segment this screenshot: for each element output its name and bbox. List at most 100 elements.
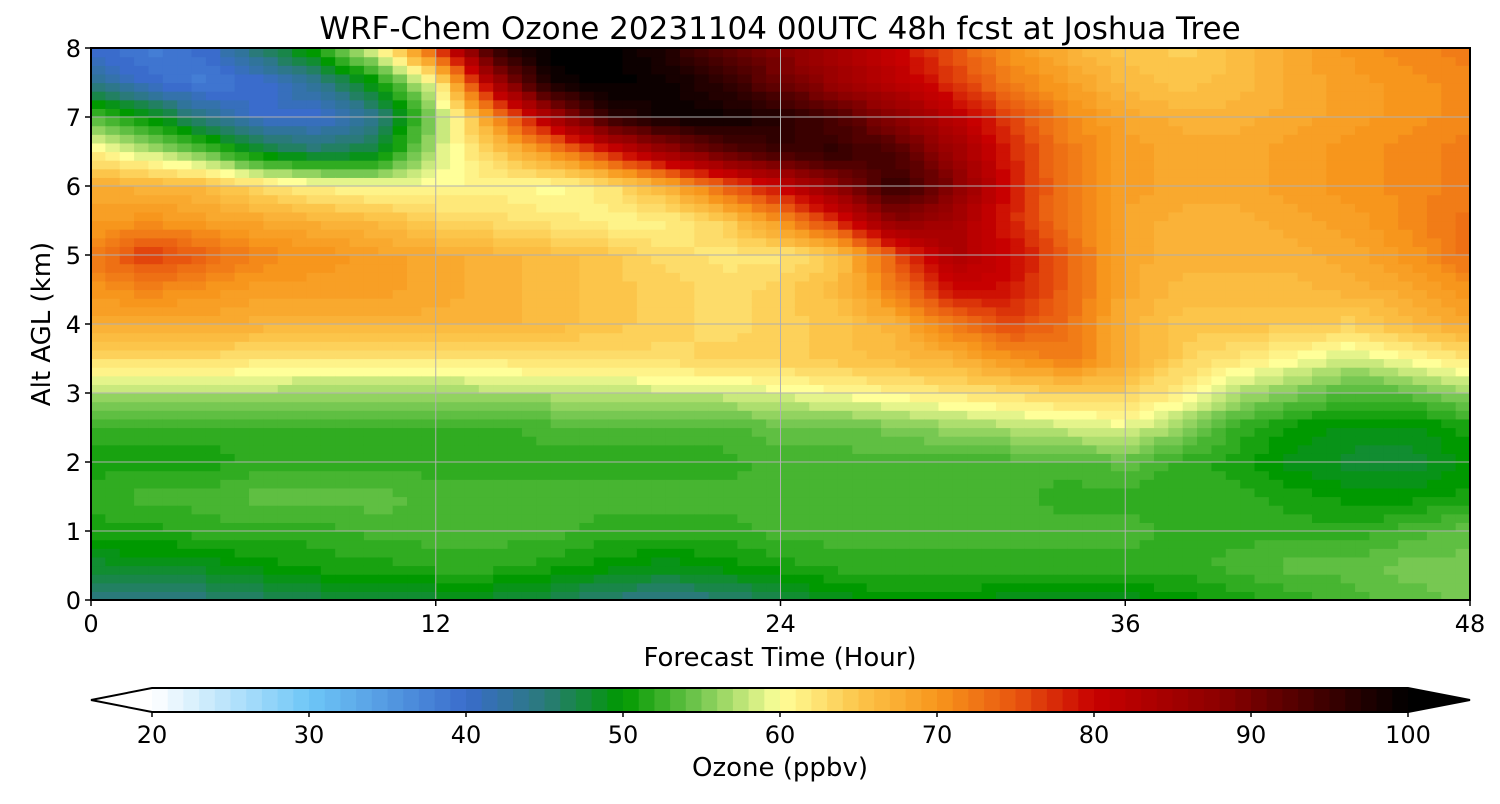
heatmap-cell bbox=[737, 436, 753, 446]
heatmap-cell bbox=[1153, 237, 1169, 247]
heatmap-cell bbox=[407, 367, 422, 377]
heatmap-cell bbox=[909, 393, 925, 403]
heatmap-cell bbox=[952, 220, 968, 230]
heatmap-cell bbox=[191, 272, 207, 282]
heatmap-cell bbox=[823, 168, 839, 178]
heatmap-cell bbox=[1168, 246, 1184, 256]
heatmap-cell bbox=[780, 436, 796, 446]
heatmap-cell bbox=[1067, 436, 1083, 446]
heatmap-cell bbox=[924, 151, 940, 161]
heatmap-cell bbox=[277, 246, 293, 256]
heatmap-cell bbox=[119, 539, 135, 549]
heatmap-cell bbox=[435, 48, 451, 58]
heatmap-cell bbox=[565, 108, 580, 118]
heatmap-cell bbox=[464, 487, 480, 498]
heatmap-cell bbox=[162, 462, 178, 472]
heatmap-cell bbox=[1125, 82, 1141, 92]
heatmap-cell bbox=[593, 436, 609, 446]
heatmap-cell bbox=[1067, 548, 1083, 558]
heatmap-cell bbox=[1125, 332, 1141, 342]
heatmap-cell bbox=[407, 211, 422, 222]
heatmap-cell bbox=[277, 117, 293, 127]
heatmap-cell bbox=[263, 315, 279, 325]
heatmap-cell bbox=[981, 324, 997, 334]
heatmap-cell bbox=[493, 142, 509, 153]
heatmap-cell bbox=[679, 160, 695, 170]
heatmap-cell bbox=[1010, 73, 1026, 84]
heatmap-cell bbox=[205, 582, 221, 592]
heatmap-cell bbox=[967, 134, 983, 144]
heatmap-cell bbox=[105, 332, 121, 342]
heatmap-cell bbox=[162, 367, 178, 377]
heatmap-cell bbox=[852, 591, 868, 601]
heatmap-cell bbox=[751, 91, 767, 101]
heatmap-cell bbox=[881, 349, 897, 360]
heatmap-cell bbox=[708, 82, 724, 92]
heatmap-cell bbox=[852, 401, 868, 411]
heatmap-cell bbox=[507, 548, 523, 558]
heatmap-cell bbox=[1110, 375, 1126, 385]
heatmap-cell bbox=[694, 531, 710, 541]
heatmap-cell bbox=[277, 65, 293, 75]
heatmap-cell bbox=[349, 375, 365, 385]
heatmap-cell bbox=[320, 255, 336, 265]
heatmap-cell bbox=[263, 151, 279, 161]
heatmap-cell bbox=[407, 418, 422, 429]
heatmap-cell bbox=[1067, 462, 1083, 472]
heatmap-cell bbox=[608, 125, 624, 135]
heatmap-cell bbox=[1197, 496, 1213, 506]
heatmap-cell bbox=[1153, 280, 1169, 291]
heatmap-cell bbox=[148, 306, 164, 316]
heatmap-cell bbox=[622, 375, 638, 385]
heatmap-cell bbox=[1197, 177, 1213, 187]
heatmap-cell bbox=[392, 211, 408, 222]
heatmap-cell bbox=[651, 211, 667, 222]
heatmap-cell bbox=[924, 194, 940, 204]
heatmap-cell bbox=[421, 324, 437, 334]
heatmap-cell bbox=[521, 56, 537, 66]
heatmap-cell bbox=[1082, 211, 1098, 222]
heatmap-cell bbox=[478, 410, 494, 420]
heatmap-cell bbox=[751, 168, 767, 178]
heatmap-cell bbox=[1024, 177, 1040, 187]
heatmap-cell bbox=[751, 280, 767, 291]
heatmap-cell bbox=[1139, 418, 1155, 429]
heatmap-cell bbox=[1067, 410, 1083, 420]
heatmap-cell bbox=[277, 565, 293, 575]
heatmap-cell bbox=[924, 289, 940, 299]
heatmap-cell bbox=[507, 367, 523, 377]
heatmap-cell bbox=[1053, 177, 1069, 187]
heatmap-cell bbox=[1110, 324, 1126, 334]
heatmap-cell bbox=[866, 367, 882, 377]
heatmap-cell bbox=[205, 125, 221, 135]
heatmap-cell bbox=[162, 444, 178, 454]
heatmap-cell bbox=[794, 591, 810, 601]
heatmap-cell bbox=[263, 418, 279, 429]
heatmap-cell bbox=[924, 479, 940, 489]
heatmap-cell bbox=[521, 255, 537, 265]
heatmap-cell bbox=[924, 263, 940, 273]
heatmap-cell bbox=[234, 582, 250, 592]
heatmap-cell bbox=[622, 280, 638, 291]
heatmap-cell bbox=[435, 237, 451, 247]
heatmap-cell bbox=[579, 539, 595, 549]
heatmap-cell bbox=[464, 142, 480, 153]
heatmap-cell bbox=[694, 341, 710, 351]
heatmap-cell bbox=[995, 272, 1011, 282]
heatmap-cell bbox=[1153, 505, 1169, 515]
heatmap-cell bbox=[320, 194, 336, 204]
heatmap-cell bbox=[708, 99, 724, 109]
heatmap-cell bbox=[723, 556, 738, 567]
heatmap-cell bbox=[134, 220, 150, 230]
heatmap-cell bbox=[1125, 91, 1141, 101]
heatmap-cell bbox=[952, 48, 968, 58]
heatmap-cell bbox=[464, 591, 480, 601]
heatmap-cell bbox=[1024, 436, 1040, 446]
heatmap-cell bbox=[924, 358, 940, 368]
heatmap-cell bbox=[622, 487, 638, 498]
heatmap-cell bbox=[852, 444, 868, 454]
heatmap-cell bbox=[277, 315, 293, 325]
heatmap-cell bbox=[105, 108, 121, 118]
heatmap-cell bbox=[651, 539, 667, 549]
heatmap-cell bbox=[550, 479, 566, 489]
